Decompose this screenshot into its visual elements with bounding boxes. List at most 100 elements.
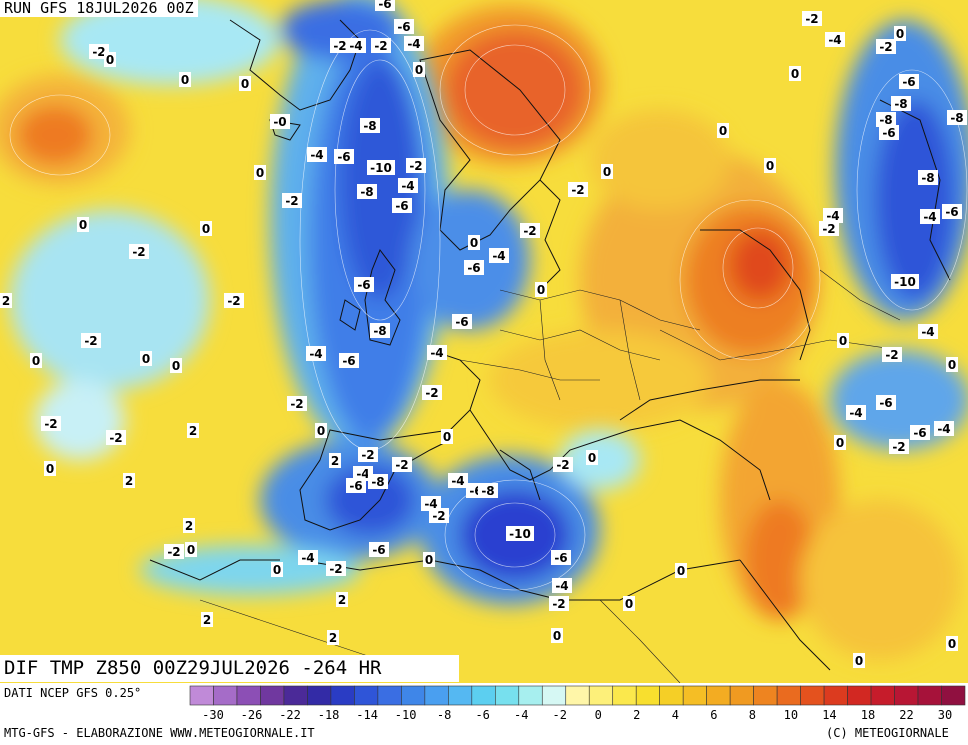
contour-label: 0	[46, 462, 54, 476]
contour-label-bg	[946, 636, 958, 651]
contour-label-bg	[271, 562, 283, 577]
legend-swatch	[448, 685, 473, 706]
contour-label-bg	[183, 518, 195, 533]
contour-label: -6	[913, 426, 926, 440]
contour-label-bg	[520, 223, 540, 238]
contour-label-bg	[549, 596, 569, 611]
contour-label-bg	[551, 628, 563, 643]
contour-label-bg	[239, 76, 251, 91]
contour-label-bg	[879, 125, 899, 140]
contour-label-bg	[369, 542, 389, 557]
legend-tick-label: 14	[822, 708, 836, 722]
contour-label: -2	[227, 294, 240, 308]
contour-label-bg	[601, 164, 613, 179]
legend-swatch	[283, 685, 308, 706]
contour-label-bg	[789, 66, 801, 81]
contour-label-bg	[899, 74, 919, 89]
contour-label-bg	[346, 478, 366, 493]
contour-label-bg	[282, 193, 302, 208]
contour-label-bg	[825, 32, 845, 47]
contour-label-bg	[170, 358, 182, 373]
contour-label: 2	[331, 454, 339, 468]
contour-label-bg	[623, 596, 635, 611]
contour-label: -4	[828, 33, 841, 47]
contour-label-bg	[123, 473, 135, 488]
contour-label-bg	[30, 353, 42, 368]
contour-label: 2	[203, 613, 211, 627]
contour-label: -8	[879, 113, 892, 127]
contour-label: -2	[395, 458, 408, 472]
contour-label: -2	[333, 39, 346, 53]
contour-label-bg	[224, 293, 244, 308]
contour-label: 0	[766, 159, 774, 173]
contour-label: -2	[879, 40, 892, 54]
contour-label-bg	[552, 578, 572, 593]
contour-label: -8	[950, 111, 963, 125]
contour-label: 0	[443, 430, 451, 444]
contour-label: -0	[273, 115, 286, 129]
contour-label: -4	[407, 37, 420, 51]
legend-tick-label: 18	[861, 708, 875, 722]
contour-label: -4	[826, 209, 839, 223]
contour-label: 0	[425, 553, 433, 567]
legend-swatch	[753, 685, 778, 706]
contour-label-bg	[876, 39, 896, 54]
contour-label-bg	[201, 612, 213, 627]
contour-label-bg	[306, 346, 326, 361]
contour-label-bg	[394, 19, 414, 34]
contour-label-bg	[764, 158, 776, 173]
map-panel: -2 -4 -2 0 0 -6 -8 -8 -6 -8 0 0 -8 -4 -2 -4 -6 -10 -4 0 -2 0-…	[0, 0, 968, 683]
contour-label-bg	[336, 592, 348, 607]
contour-label: -2	[822, 222, 835, 236]
contour-label-bg	[44, 461, 56, 476]
legend-tick-label: 4	[672, 708, 679, 722]
contour-label-bg	[891, 274, 919, 289]
contour-label: 0	[855, 654, 863, 668]
contour-label-bg	[441, 429, 453, 444]
legend-tick-label: -8	[437, 708, 451, 722]
contour-label: -2	[892, 440, 905, 454]
contour-label: 0	[588, 451, 596, 465]
contour-label: -4	[424, 497, 437, 511]
legend-tick-label: -26	[241, 708, 263, 722]
contour-label: 0	[839, 334, 847, 348]
legend-swatches	[189, 685, 966, 706]
contour-label: 0	[241, 77, 249, 91]
contour-label: -8	[894, 97, 907, 111]
contour-label: -4	[349, 39, 362, 53]
legend-swatch	[471, 685, 496, 706]
contour-label-bg	[358, 447, 378, 462]
contour-label-bg	[329, 453, 341, 468]
contour-label-bg	[468, 235, 480, 250]
legend-tick-label: 6	[710, 708, 717, 722]
contour-label: -8	[481, 484, 494, 498]
contour-label-bg	[287, 396, 307, 411]
footer: -30 -26 -22 -18 -14 -10 -8 -6 -4 -2 0 2 4 6 8 10 14 18 22 3…	[0, 683, 968, 745]
contour-label: -2	[132, 245, 145, 259]
contour-label-bg	[406, 158, 426, 173]
contour-label-bg	[675, 563, 687, 578]
contour-label-bg	[185, 542, 197, 557]
contour-label-bg	[41, 416, 61, 431]
contour-label-bg	[946, 357, 958, 372]
temperature-anomaly-map: -2-4 -200-6-8-8-6-800-8-4-2-4 -6-10-40-20-…	[0, 0, 968, 683]
contour-label: 0	[625, 597, 633, 611]
run-label: RUN GFS 18JUL2026 00Z	[0, 0, 198, 17]
contour-label-bg	[421, 496, 441, 511]
legend-swatch	[776, 685, 801, 706]
legend-swatch	[729, 685, 754, 706]
contour-label-bg	[876, 112, 896, 127]
contour-label: -6	[372, 543, 385, 557]
contour-label: -4	[430, 346, 443, 360]
contour-label: -4	[310, 148, 323, 162]
data-source-label: DATI NCEP GFS 0.25°	[4, 686, 142, 700]
contour-label-bg	[140, 351, 152, 366]
contour-label: -6	[357, 278, 370, 292]
contour-label-bg	[422, 385, 442, 400]
contour-label: -2	[329, 562, 342, 576]
contour-label-bg	[551, 550, 571, 565]
contour-label-bg	[429, 508, 449, 523]
contour-label-bg	[360, 118, 380, 133]
contour-label: 0	[181, 73, 189, 87]
contour-label: -6	[397, 20, 410, 34]
